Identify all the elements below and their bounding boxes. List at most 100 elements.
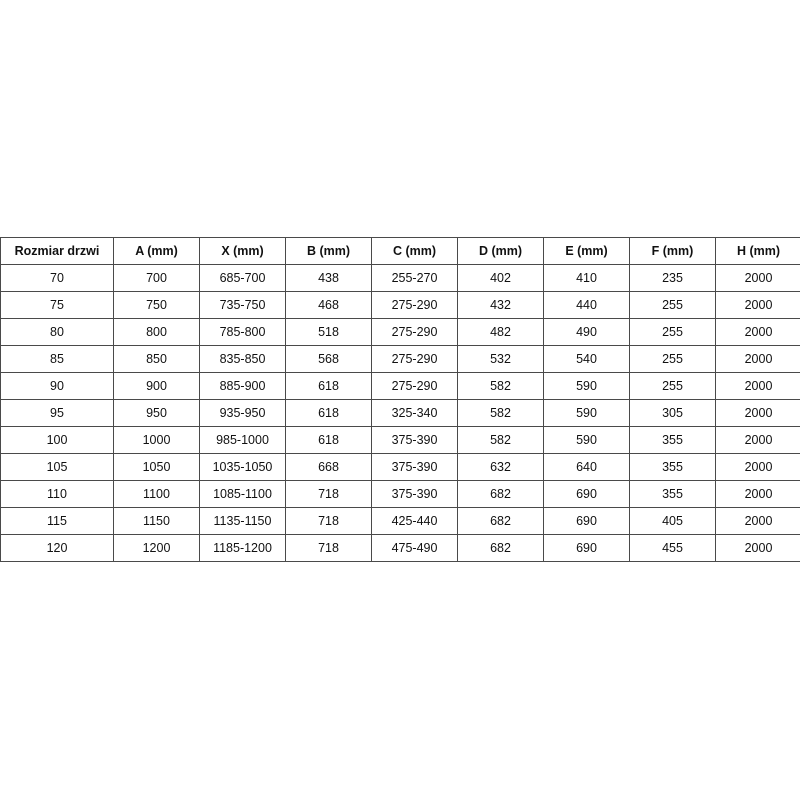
table-row: 110 1100 1085-1100 718 375-390 682 690 355 2000 — [0, 480, 800, 508]
column-header: Rozmiar drzwi — [0, 237, 114, 265]
table-cell: 1100 — [113, 480, 200, 508]
table-cell: 255 — [629, 345, 716, 373]
table-row: 70 700 685-700 438 255-270 402 410 235 2000 — [0, 264, 800, 292]
table-cell: 518 — [285, 318, 372, 346]
table-cell: 255 — [629, 291, 716, 319]
table-row: 95 950 935-950 618 325-340 582 590 305 2000 — [0, 399, 800, 427]
column-header: C (mm) — [371, 237, 458, 265]
table-cell: 275-290 — [371, 318, 458, 346]
table-cell: 355 — [629, 453, 716, 481]
table-cell: 100 — [0, 426, 114, 454]
table-cell: 275-290 — [371, 345, 458, 373]
table-row: 120 1200 1185-1200 718 475-490 682 690 455 2000 — [0, 534, 800, 562]
table-cell: 850 — [113, 345, 200, 373]
table-cell: 438 — [285, 264, 372, 292]
table-row: 115 1150 1135-1150 718 425-440 682 690 405 2000 — [0, 507, 800, 535]
table-cell: 632 — [457, 453, 544, 481]
table-cell: 115 — [0, 507, 114, 535]
table-cell: 690 — [543, 507, 630, 535]
table-cell: 432 — [457, 291, 544, 319]
column-header: A (mm) — [113, 237, 200, 265]
table-cell: 2000 — [715, 399, 800, 427]
table-cell: 455 — [629, 534, 716, 562]
table-cell: 718 — [285, 480, 372, 508]
table-cell: 935-950 — [199, 399, 286, 427]
table-cell: 2000 — [715, 453, 800, 481]
table-cell: 690 — [543, 480, 630, 508]
table-row: 75 750 735-750 468 275-290 432 440 255 2000 — [0, 291, 800, 319]
table-cell: 405 — [629, 507, 716, 535]
table-cell: 375-390 — [371, 480, 458, 508]
table-cell: 1000 — [113, 426, 200, 454]
table-cell: 440 — [543, 291, 630, 319]
table-cell: 255-270 — [371, 264, 458, 292]
table-cell: 482 — [457, 318, 544, 346]
table-cell: 425-440 — [371, 507, 458, 535]
table-cell: 950 — [113, 399, 200, 427]
column-header: F (mm) — [629, 237, 716, 265]
table-cell: 2000 — [715, 318, 800, 346]
table-cell: 375-390 — [371, 426, 458, 454]
table-cell: 590 — [543, 399, 630, 427]
table-cell: 355 — [629, 426, 716, 454]
table-cell: 70 — [0, 264, 114, 292]
table-cell: 900 — [113, 372, 200, 400]
table-row: 80 800 785-800 518 275-290 482 490 255 2000 — [0, 318, 800, 346]
table-cell: 618 — [285, 399, 372, 427]
table-cell: 2000 — [715, 426, 800, 454]
table-cell: 490 — [543, 318, 630, 346]
table-cell: 410 — [543, 264, 630, 292]
table-cell: 800 — [113, 318, 200, 346]
table-cell: 682 — [457, 507, 544, 535]
table-cell: 90 — [0, 372, 114, 400]
table-cell: 120 — [0, 534, 114, 562]
table-cell: 475-490 — [371, 534, 458, 562]
table-cell: 2000 — [715, 345, 800, 373]
table-cell: 255 — [629, 318, 716, 346]
table-cell: 785-800 — [199, 318, 286, 346]
table-cell: 685-700 — [199, 264, 286, 292]
table-cell: 718 — [285, 507, 372, 535]
table-cell: 532 — [457, 345, 544, 373]
table-cell: 985-1000 — [199, 426, 286, 454]
table-cell: 235 — [629, 264, 716, 292]
table-cell: 582 — [457, 372, 544, 400]
table-cell: 2000 — [715, 291, 800, 319]
door-size-table: Rozmiar drzwi A (mm) X (mm) B (mm) C (mm) D (… — [0, 237, 800, 562]
table-cell: 735-750 — [199, 291, 286, 319]
table-cell: 2000 — [715, 534, 800, 562]
table-cell: 718 — [285, 534, 372, 562]
table-cell: 75 — [0, 291, 114, 319]
table-cell: 590 — [543, 372, 630, 400]
table-cell: 255 — [629, 372, 716, 400]
table-cell: 618 — [285, 372, 372, 400]
table-cell: 2000 — [715, 507, 800, 535]
column-header: X (mm) — [199, 237, 286, 265]
header-row: Rozmiar drzwi A (mm) X (mm) B (mm) C (mm) D (… — [0, 237, 800, 265]
table-cell: 750 — [113, 291, 200, 319]
table-cell: 1050 — [113, 453, 200, 481]
table-body: 70 700 685-700 438 255-270 402 410 235 2000 75 750… — [0, 264, 800, 562]
table-cell: 590 — [543, 426, 630, 454]
table-cell: 690 — [543, 534, 630, 562]
table-row: 90 900 885-900 618 275-290 582 590 255 2000 — [0, 372, 800, 400]
table-cell: 275-290 — [371, 372, 458, 400]
table-cell: 305 — [629, 399, 716, 427]
column-header: H (mm) — [715, 237, 800, 265]
column-header: E (mm) — [543, 237, 630, 265]
table-cell: 582 — [457, 426, 544, 454]
table-cell: 1085-1100 — [199, 480, 286, 508]
table-cell: 668 — [285, 453, 372, 481]
table-cell: 618 — [285, 426, 372, 454]
table-cell: 2000 — [715, 372, 800, 400]
table-cell: 468 — [285, 291, 372, 319]
table-header: Rozmiar drzwi A (mm) X (mm) B (mm) C (mm) D (… — [0, 237, 800, 265]
table-row: 105 1050 1035-1050 668 375-390 632 640 355 2000 — [0, 453, 800, 481]
table-cell: 80 — [0, 318, 114, 346]
table-cell: 700 — [113, 264, 200, 292]
table-row: 85 850 835-850 568 275-290 532 540 255 2000 — [0, 345, 800, 373]
table-cell: 402 — [457, 264, 544, 292]
table-cell: 835-850 — [199, 345, 286, 373]
column-header: B (mm) — [285, 237, 372, 265]
table-cell: 1150 — [113, 507, 200, 535]
